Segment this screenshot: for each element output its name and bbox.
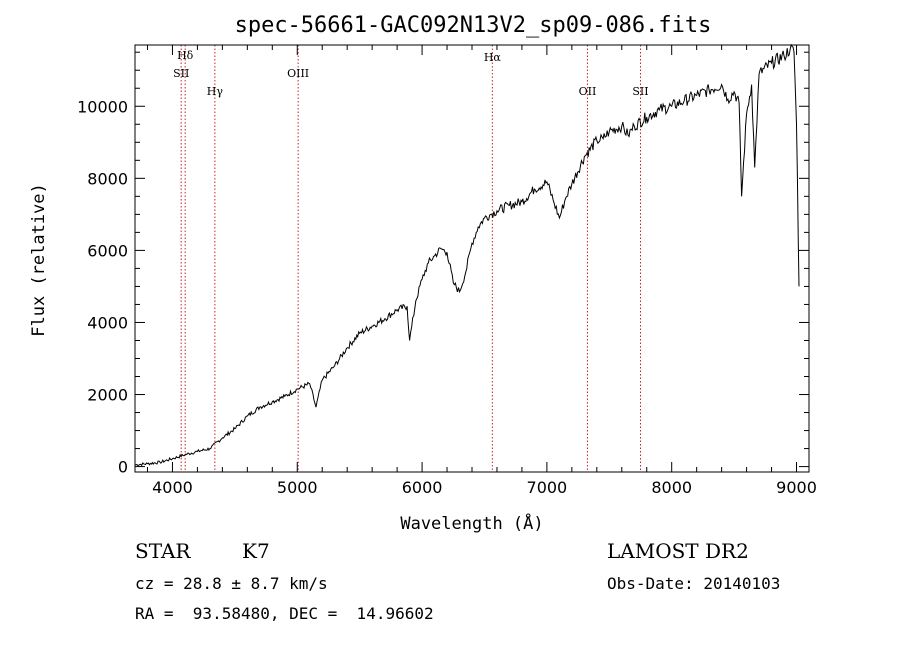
line-marker-label: OII — [579, 85, 597, 98]
x-axis-label: Wavelength (Å) — [400, 512, 543, 534]
line-marker-label: Hγ — [207, 85, 224, 98]
x-tick-label: 5000 — [277, 478, 318, 497]
line-marker-label: Hδ — [177, 49, 194, 62]
x-tick-label: 8000 — [651, 478, 692, 497]
object-type: STAR — [135, 539, 191, 563]
chart-title: spec-56661-GAC092N13V2_sp09-086.fits — [235, 13, 712, 38]
x-tick-label: 4000 — [152, 478, 193, 497]
line-marker-label: SII — [632, 85, 648, 98]
line-marker-label: Hα — [484, 51, 502, 64]
y-tick-label: 0 — [118, 458, 128, 477]
line-marker-label: OIII — [287, 67, 309, 80]
y-tick-label: 6000 — [87, 241, 128, 260]
x-tick-label: 7000 — [527, 478, 568, 497]
y-tick-label: 2000 — [87, 386, 128, 405]
x-tick-label: 6000 — [402, 478, 443, 497]
plot-frame — [134, 44, 810, 473]
axis-ticks: 4000 5000 6000 7000 8000 9000 0 2000 4000 6000 800… — [77, 45, 817, 497]
emission-line-markers: Hδ SII Hγ OIII Hα OII SII — [173, 45, 649, 472]
x-tick-label: 9000 — [776, 478, 817, 497]
y-tick-label: 8000 — [87, 169, 128, 188]
redshift-cz: cz = 28.8 ± 8.7 km/s — [135, 574, 328, 593]
y-tick-label: 4000 — [87, 313, 128, 332]
y-axis-label: Flux (relative) — [29, 183, 49, 337]
spectrum-line — [134, 43, 800, 467]
subclass: K7 — [242, 539, 270, 563]
ra-dec: RA = 93.58480, DEC = 14.96602 — [135, 604, 434, 623]
y-tick-label: 10000 — [77, 97, 128, 116]
survey-name: LAMOST DR2 — [607, 539, 749, 563]
line-marker-label: SII — [173, 67, 189, 80]
obs-date: Obs-Date: 20140103 — [607, 574, 781, 593]
